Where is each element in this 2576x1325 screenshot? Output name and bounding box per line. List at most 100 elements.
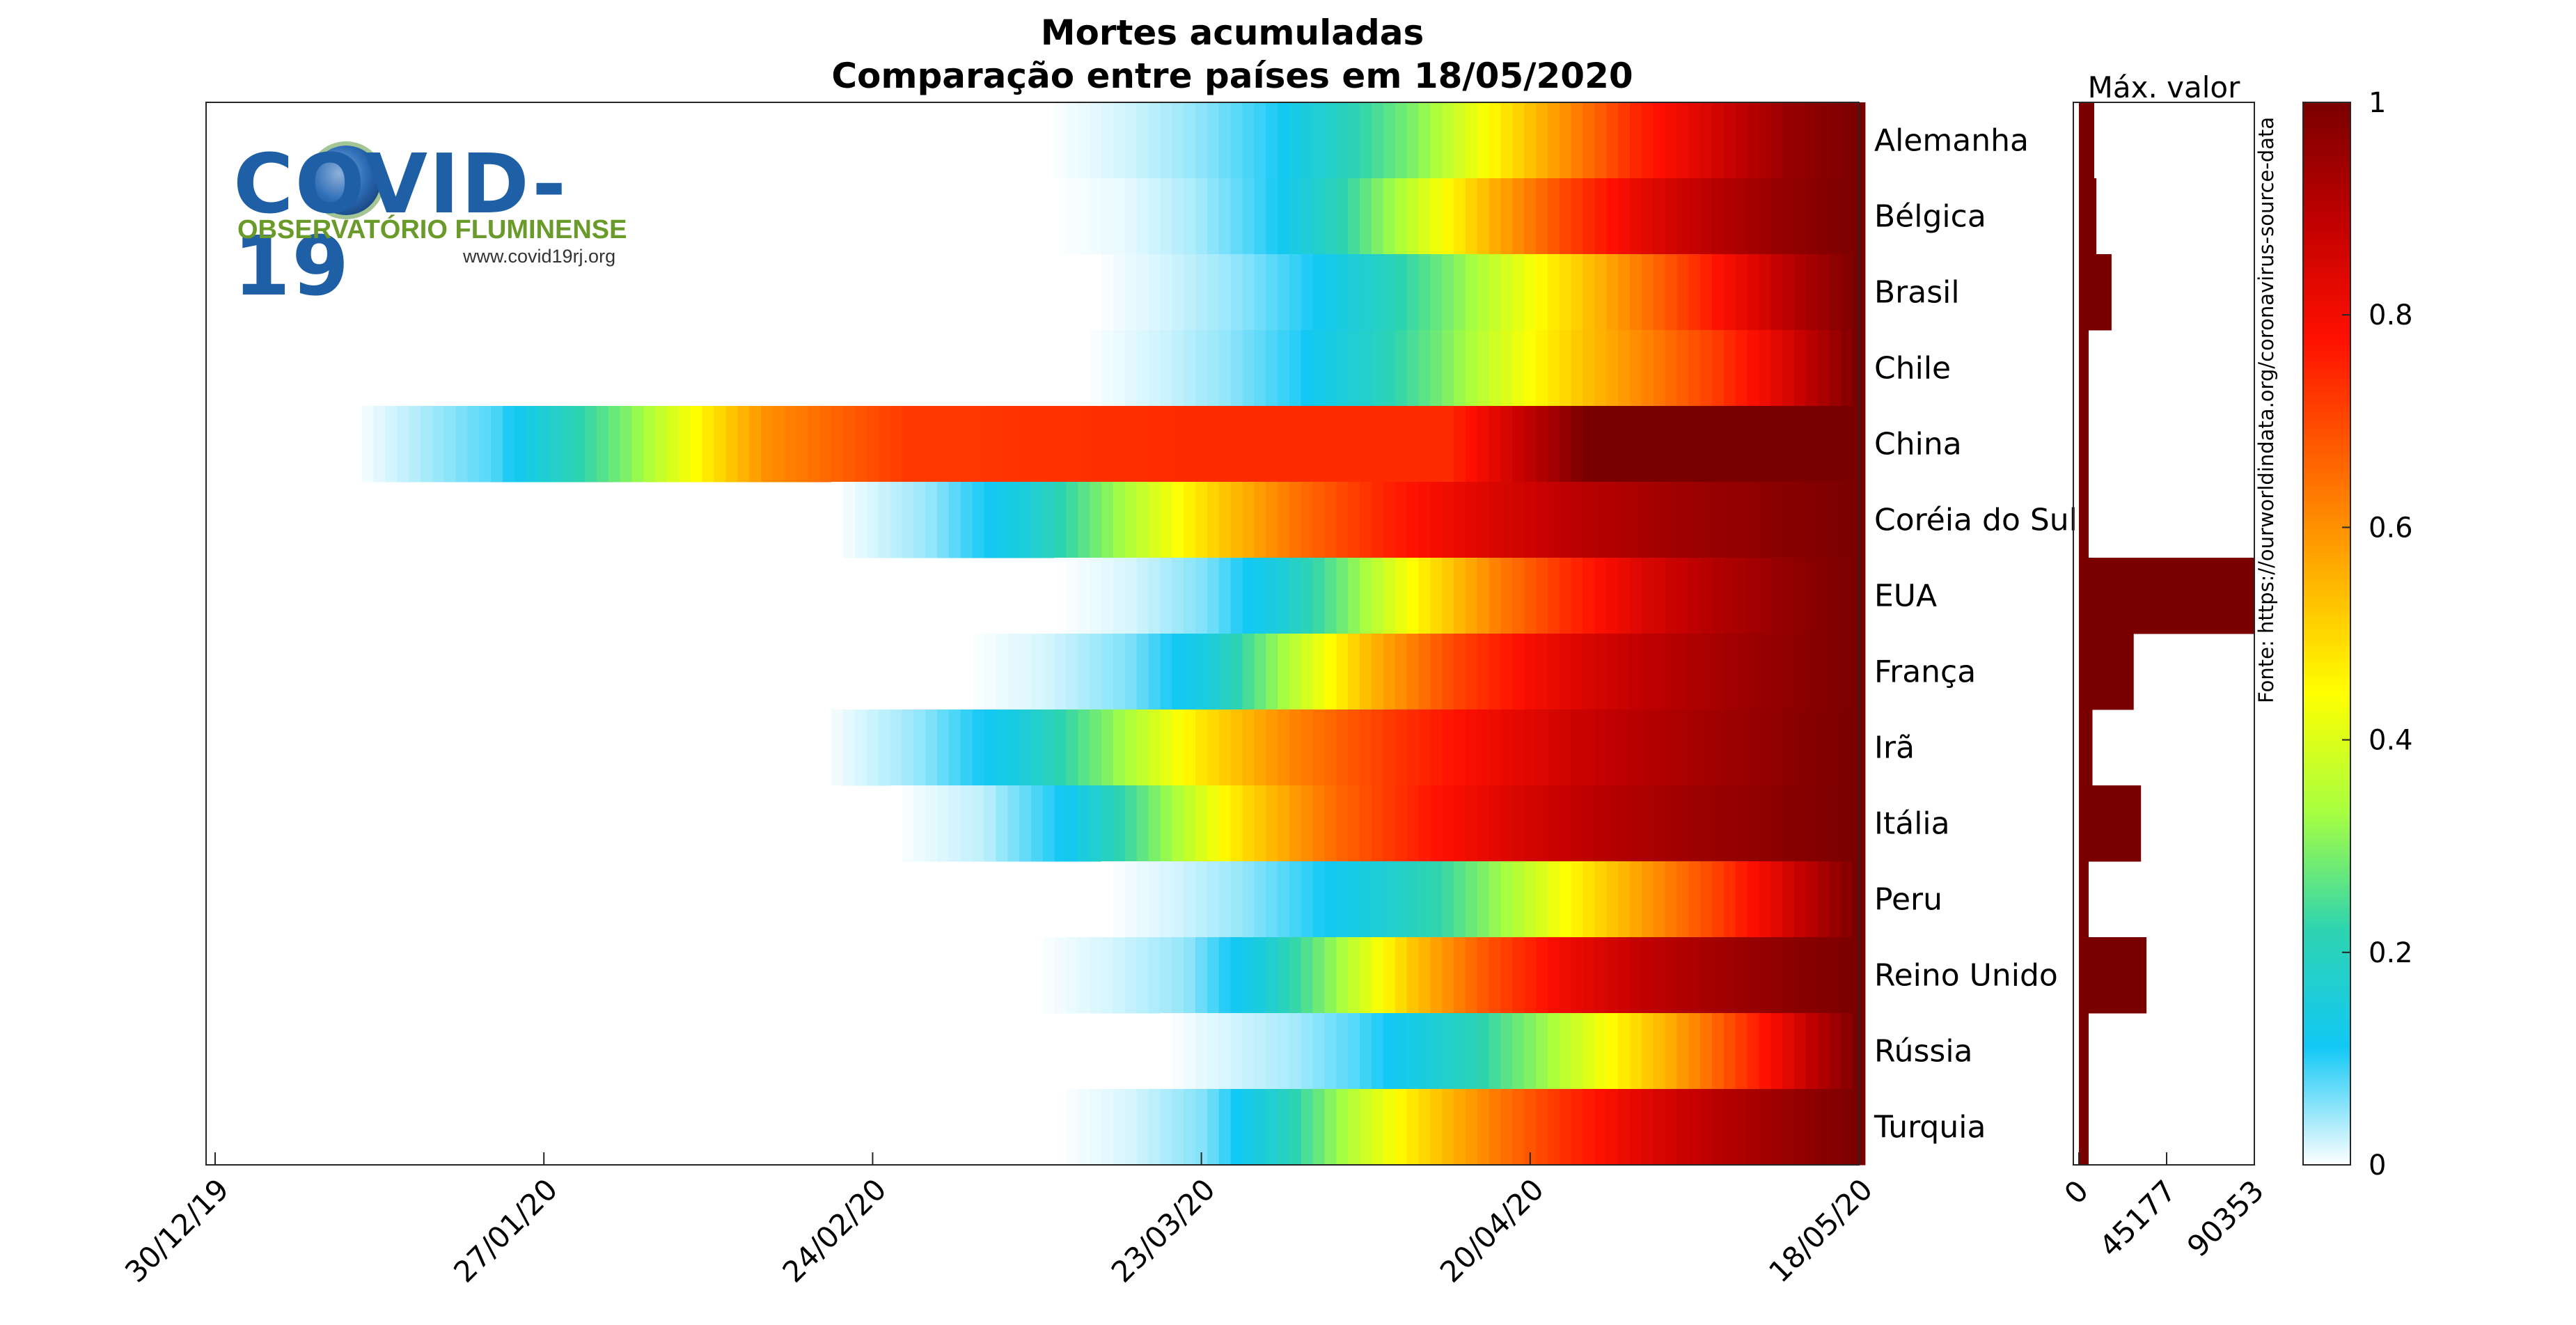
heatmap-cell bbox=[1618, 254, 1631, 331]
heatmap-cell bbox=[1676, 482, 1690, 558]
x-tick-label: 23/03/20 bbox=[1105, 1172, 1222, 1289]
heatmap-cell bbox=[1594, 709, 1608, 786]
heatmap-cell bbox=[1195, 406, 1208, 483]
heatmap-cell bbox=[1042, 634, 1055, 710]
heatmap-cell bbox=[1184, 330, 1197, 407]
heatmap-cell bbox=[1747, 861, 1760, 938]
heatmap-cell bbox=[1582, 937, 1596, 1014]
heatmap-cell bbox=[1113, 785, 1126, 862]
heatmap-cell bbox=[1500, 1089, 1514, 1166]
heatmap-cell bbox=[878, 709, 891, 786]
heatmap-cell bbox=[1794, 254, 1807, 331]
heatmap-cell bbox=[1136, 937, 1149, 1014]
heatmap-cell bbox=[1653, 634, 1666, 710]
heatmap-cell bbox=[1442, 254, 1455, 331]
heatmap-cell bbox=[1254, 634, 1267, 710]
heatmap-cell bbox=[1184, 558, 1197, 634]
colorbar-tick-label: 0.4 bbox=[2369, 725, 2413, 757]
heatmap-cell bbox=[1348, 937, 1361, 1014]
heatmap-cell bbox=[1230, 102, 1243, 179]
heatmap-cell bbox=[1383, 406, 1396, 483]
heatmap-cell bbox=[1418, 178, 1431, 255]
heatmap-cell bbox=[1406, 785, 1420, 862]
heatmap-cell bbox=[854, 709, 867, 786]
heatmap-cell bbox=[1442, 785, 1455, 862]
heatmap-cell bbox=[1184, 1089, 1197, 1166]
heatmap-cell bbox=[1712, 482, 1725, 558]
heatmap-cell bbox=[1512, 178, 1525, 255]
heatmap-cell bbox=[1278, 861, 1291, 938]
colorbar-tick-label: 1 bbox=[2369, 87, 2386, 119]
heatmap-cell bbox=[1148, 861, 1161, 938]
heatmap-cell bbox=[1524, 330, 1537, 407]
heatmap-cell bbox=[1841, 785, 1854, 862]
heatmap-cell bbox=[1360, 861, 1373, 938]
heatmap-cell bbox=[1218, 1089, 1232, 1166]
heatmap-cell bbox=[1606, 634, 1619, 710]
heatmap-cell bbox=[984, 406, 997, 483]
heatmap-row bbox=[960, 634, 1866, 710]
heatmap-cell bbox=[1641, 1013, 1654, 1090]
heatmap-cell bbox=[1712, 634, 1725, 710]
heatmap-cell bbox=[1723, 937, 1736, 1014]
x-tick-label: 30/12/19 bbox=[118, 1172, 235, 1289]
heatmap-cell bbox=[1547, 482, 1560, 558]
heatmap-cell bbox=[1465, 1013, 1478, 1090]
heatmap-cell bbox=[1630, 861, 1642, 938]
heatmap-cell bbox=[1395, 330, 1408, 407]
heatmap-cell bbox=[1829, 1089, 1842, 1166]
heatmap-cell bbox=[1735, 634, 1748, 710]
heatmap-cell bbox=[1817, 709, 1830, 786]
heatmap-cell bbox=[1113, 861, 1126, 938]
heatmap-cell bbox=[1195, 558, 1208, 634]
heatmap-cell bbox=[1794, 406, 1807, 483]
heatmap-cell bbox=[1101, 254, 1115, 331]
logo-url: www.covid19rj.org bbox=[463, 246, 616, 267]
heatmap-cell bbox=[596, 406, 609, 483]
heatmap-cell bbox=[1301, 709, 1314, 786]
heatmap-cell bbox=[1618, 406, 1631, 483]
heatmap-cell bbox=[1312, 482, 1326, 558]
heatmap-cell bbox=[1559, 1089, 1572, 1166]
heatmap-cell bbox=[1207, 1089, 1220, 1166]
heatmap-cell bbox=[1489, 861, 1502, 938]
heatmap-cell bbox=[1289, 1089, 1302, 1166]
heatmap-cell bbox=[1172, 482, 1185, 558]
heatmap-cell bbox=[1218, 178, 1232, 255]
heatmap-cell bbox=[1782, 482, 1796, 558]
heatmap-cell bbox=[1184, 861, 1197, 938]
heatmap-cell bbox=[1195, 785, 1208, 862]
heatmap-cell bbox=[1559, 254, 1572, 331]
heatmap-cell bbox=[1160, 1013, 1173, 1090]
heatmap-cell bbox=[1723, 558, 1736, 634]
max-value-bar bbox=[2079, 102, 2094, 179]
heatmap-cell bbox=[1630, 482, 1642, 558]
virus-icon bbox=[311, 146, 381, 215]
heatmap-cell bbox=[1042, 709, 1055, 786]
heatmap-cell bbox=[1653, 861, 1666, 938]
heatmap-cell bbox=[1829, 330, 1842, 407]
heatmap-cell bbox=[1172, 785, 1185, 862]
heatmap-cell bbox=[1723, 861, 1736, 938]
heatmap-cell bbox=[1759, 1013, 1772, 1090]
heatmap-cell bbox=[1465, 709, 1478, 786]
heatmap-cell bbox=[1054, 482, 1067, 558]
heatmap-cell bbox=[1559, 785, 1572, 862]
country-label: Turquia bbox=[1874, 1110, 1986, 1145]
heatmap-cell bbox=[1418, 254, 1431, 331]
heatmap-cell bbox=[1406, 330, 1420, 407]
heatmap-cell bbox=[1418, 558, 1431, 634]
heatmap-cell bbox=[1641, 709, 1654, 786]
heatmap-cell bbox=[948, 785, 961, 862]
heatmap-cell bbox=[1184, 254, 1197, 331]
heatmap-cell bbox=[1207, 785, 1220, 862]
heatmap-cell bbox=[1630, 937, 1642, 1014]
heatmap-cell bbox=[1794, 709, 1807, 786]
heatmap-cell bbox=[1406, 709, 1420, 786]
heatmap-cell bbox=[1712, 406, 1725, 483]
heatmap-cell bbox=[1395, 178, 1408, 255]
heatmap-cell bbox=[1278, 330, 1291, 407]
heatmap-cell bbox=[1066, 178, 1079, 255]
heatmap-cell bbox=[1723, 254, 1736, 331]
heatmap-cell bbox=[937, 406, 950, 483]
